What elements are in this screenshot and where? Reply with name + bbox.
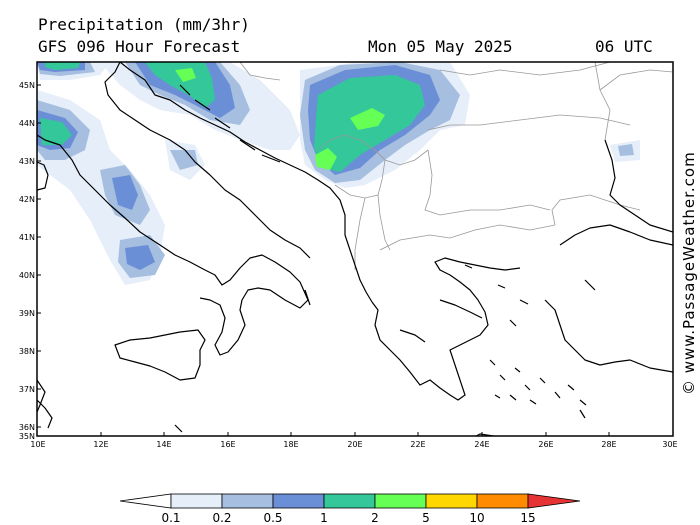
coastlines bbox=[37, 62, 673, 436]
lon-label: 14E bbox=[156, 440, 171, 449]
longitude-labels: 10E 12E 14E 16E 18E 20E 22E 24E 26E 28E … bbox=[30, 440, 677, 449]
legend-label: 10 bbox=[469, 511, 484, 525]
lat-label: 41N bbox=[19, 233, 35, 242]
latitude-labels: 45N 44N 43N 42N 41N 40N 39N 38N 37N 36N … bbox=[19, 81, 35, 441]
valid-date: Mon 05 May 2025 bbox=[368, 37, 513, 56]
credit-watermark: © www.PassageWeather.com bbox=[680, 151, 698, 395]
legend-swatch bbox=[374, 493, 427, 509]
lat-label: 36N bbox=[19, 423, 35, 432]
legend-label: 15 bbox=[520, 511, 535, 525]
chart-title: Precipitation (mm/3hr) bbox=[38, 15, 250, 34]
lon-label: 30E bbox=[662, 440, 677, 449]
legend-label: 1 bbox=[320, 511, 328, 525]
lon-label: 16E bbox=[220, 440, 235, 449]
lon-label: 10E bbox=[30, 440, 45, 449]
precip-layer bbox=[37, 62, 640, 285]
legend-swatch bbox=[272, 493, 325, 509]
lat-label: 37N bbox=[19, 385, 35, 394]
legend-label: 5 bbox=[422, 511, 430, 525]
legend-label: 0.5 bbox=[263, 511, 282, 525]
country-borders bbox=[239, 62, 673, 270]
lat-label: 40N bbox=[19, 271, 35, 280]
lon-label: 24E bbox=[474, 440, 489, 449]
legend-label: 0.2 bbox=[212, 511, 231, 525]
forecast-label: GFS 096 Hour Forecast bbox=[38, 37, 241, 56]
lat-label: 42N bbox=[19, 195, 35, 204]
legend-swatch bbox=[170, 493, 223, 509]
axis-ticks bbox=[37, 84, 610, 436]
legend-swatch bbox=[323, 493, 376, 509]
lat-label: 43N bbox=[19, 157, 35, 166]
colorbar-legend: 0.1 0.2 0.5 1 2 5 10 15 bbox=[119, 493, 581, 525]
lat-label: 39N bbox=[19, 309, 35, 318]
lat-label: 35N bbox=[19, 432, 35, 441]
legend-swatch bbox=[476, 493, 529, 509]
lat-label: 44N bbox=[19, 119, 35, 128]
lon-label: 22E bbox=[410, 440, 425, 449]
lon-label: 20E bbox=[347, 440, 362, 449]
lat-label: 45N bbox=[19, 81, 35, 90]
lon-label: 26E bbox=[538, 440, 553, 449]
legend-label: 2 bbox=[371, 511, 379, 525]
legend-label: 0.1 bbox=[161, 511, 180, 525]
lon-label: 28E bbox=[601, 440, 616, 449]
legend-arrow-low bbox=[119, 493, 172, 509]
legend-swatch bbox=[425, 493, 478, 509]
legend-swatch bbox=[221, 493, 274, 509]
legend-arrow-high bbox=[527, 493, 581, 509]
lat-label: 38N bbox=[19, 347, 35, 356]
lon-label: 12E bbox=[93, 440, 108, 449]
valid-time: 06 UTC bbox=[595, 37, 653, 56]
lon-label: 18E bbox=[283, 440, 298, 449]
